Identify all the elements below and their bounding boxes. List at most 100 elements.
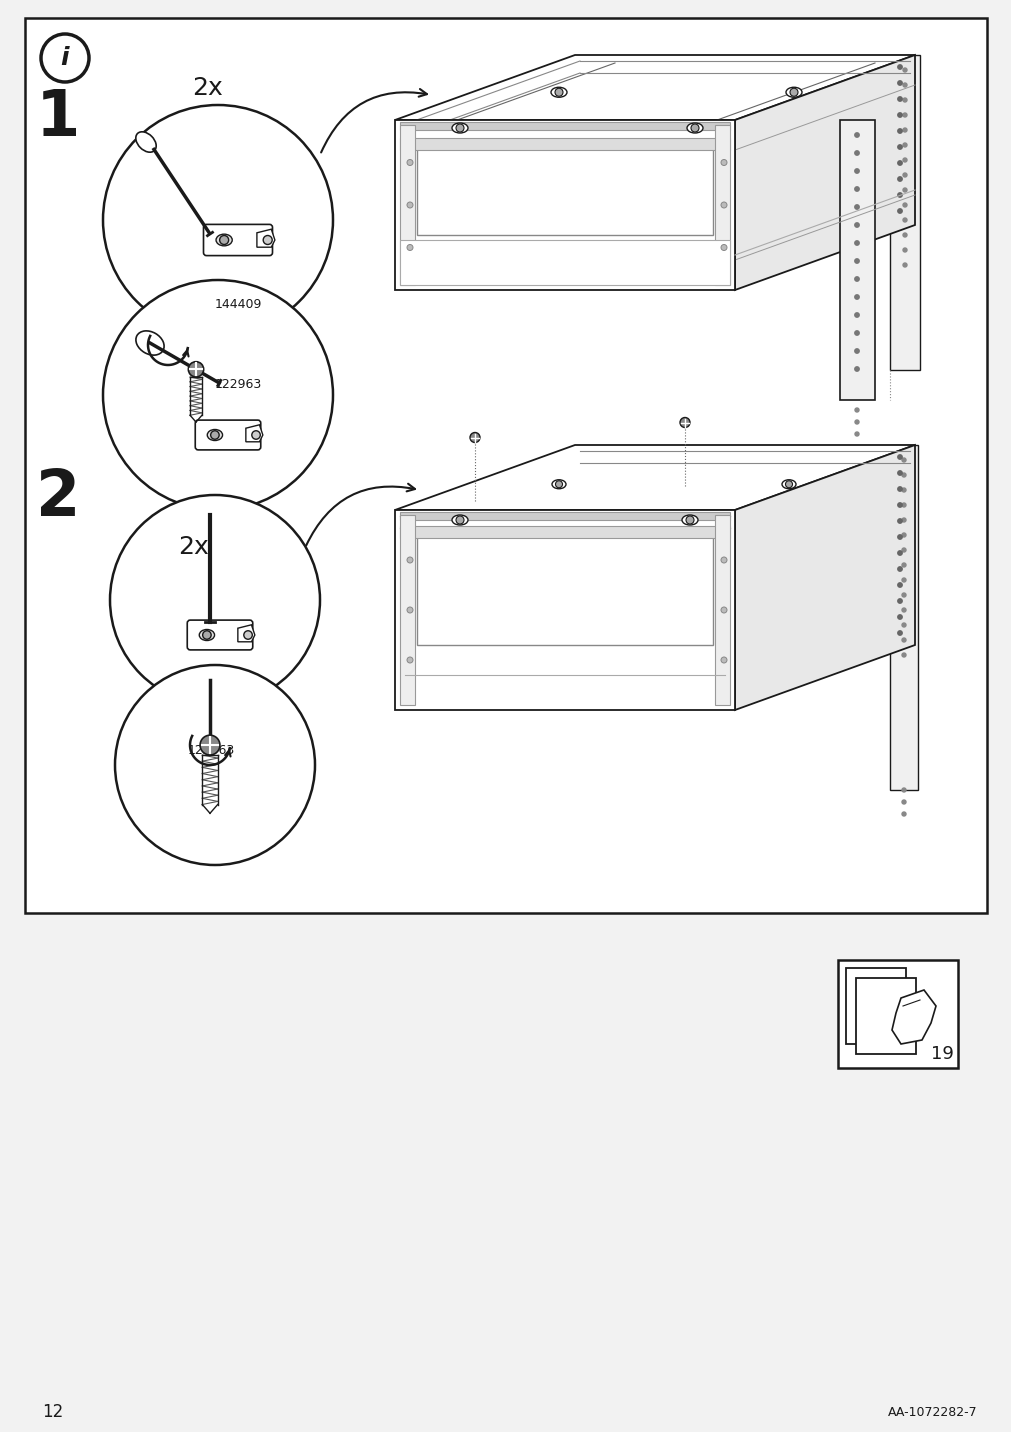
- Circle shape: [720, 557, 726, 563]
- Circle shape: [555, 481, 562, 488]
- Circle shape: [469, 432, 479, 442]
- Circle shape: [897, 567, 902, 571]
- Circle shape: [902, 203, 906, 208]
- Circle shape: [219, 235, 228, 245]
- Circle shape: [456, 125, 463, 132]
- Ellipse shape: [782, 480, 796, 488]
- Circle shape: [902, 127, 906, 132]
- Circle shape: [897, 551, 902, 556]
- Polygon shape: [394, 120, 734, 291]
- Circle shape: [901, 788, 905, 792]
- Circle shape: [691, 125, 699, 132]
- Bar: [715, 516, 729, 705]
- Ellipse shape: [786, 87, 801, 97]
- Circle shape: [854, 133, 858, 137]
- Circle shape: [902, 113, 906, 117]
- Circle shape: [901, 593, 905, 597]
- FancyArrowPatch shape: [320, 89, 427, 152]
- Circle shape: [901, 563, 905, 567]
- Circle shape: [854, 349, 858, 354]
- Circle shape: [785, 481, 792, 488]
- Polygon shape: [257, 229, 275, 248]
- Circle shape: [902, 67, 906, 72]
- Circle shape: [854, 312, 858, 318]
- FancyArrowPatch shape: [306, 484, 415, 546]
- FancyBboxPatch shape: [195, 420, 261, 450]
- Polygon shape: [394, 445, 914, 510]
- FancyBboxPatch shape: [187, 620, 253, 650]
- Bar: [399, 122, 729, 130]
- Circle shape: [554, 89, 562, 96]
- Ellipse shape: [550, 87, 566, 97]
- Circle shape: [902, 248, 906, 252]
- Circle shape: [897, 160, 902, 165]
- Circle shape: [406, 245, 412, 251]
- Ellipse shape: [681, 516, 698, 526]
- Circle shape: [902, 83, 906, 87]
- Text: i: i: [61, 46, 69, 70]
- Circle shape: [901, 639, 905, 642]
- Circle shape: [720, 657, 726, 663]
- Bar: [399, 241, 729, 285]
- Ellipse shape: [215, 235, 232, 246]
- Circle shape: [854, 205, 858, 209]
- Circle shape: [854, 241, 858, 245]
- Polygon shape: [891, 990, 935, 1044]
- Circle shape: [902, 233, 906, 238]
- Ellipse shape: [115, 664, 314, 865]
- Polygon shape: [246, 425, 263, 442]
- Text: 144409: 144409: [214, 298, 262, 312]
- Bar: [399, 125, 415, 285]
- Ellipse shape: [452, 516, 467, 526]
- Circle shape: [406, 657, 412, 663]
- Circle shape: [902, 143, 906, 147]
- Circle shape: [897, 455, 902, 460]
- Bar: [845, 968, 905, 1044]
- Bar: [399, 137, 729, 150]
- Text: 2x: 2x: [178, 536, 208, 558]
- Circle shape: [897, 503, 902, 507]
- Circle shape: [720, 607, 726, 613]
- Circle shape: [406, 159, 412, 166]
- Circle shape: [854, 331, 858, 335]
- Bar: [25, 19, 986, 914]
- Circle shape: [901, 473, 905, 477]
- Ellipse shape: [135, 132, 156, 152]
- Circle shape: [902, 97, 906, 102]
- Bar: [417, 140, 713, 235]
- Bar: [837, 959, 957, 1068]
- Circle shape: [902, 188, 906, 192]
- Polygon shape: [734, 54, 914, 291]
- Text: 2: 2: [35, 467, 80, 528]
- Circle shape: [901, 812, 905, 816]
- Circle shape: [210, 431, 219, 440]
- Circle shape: [720, 159, 726, 166]
- Polygon shape: [734, 445, 914, 710]
- Circle shape: [897, 176, 902, 182]
- Bar: [889, 445, 917, 790]
- Ellipse shape: [551, 480, 565, 488]
- Polygon shape: [394, 510, 734, 710]
- Circle shape: [854, 223, 858, 228]
- Circle shape: [902, 218, 906, 222]
- Circle shape: [902, 158, 906, 162]
- Circle shape: [854, 408, 858, 412]
- Circle shape: [901, 623, 905, 627]
- Bar: [715, 125, 729, 285]
- Circle shape: [720, 202, 726, 208]
- Circle shape: [897, 193, 902, 198]
- Circle shape: [901, 488, 905, 493]
- Circle shape: [897, 583, 902, 587]
- Polygon shape: [394, 54, 914, 120]
- Circle shape: [406, 607, 412, 613]
- Text: 122963: 122963: [214, 378, 262, 391]
- Circle shape: [263, 235, 272, 245]
- Circle shape: [897, 518, 902, 523]
- Circle shape: [200, 735, 219, 755]
- Text: 122963: 122963: [188, 743, 235, 756]
- Circle shape: [901, 653, 905, 657]
- Bar: [399, 513, 729, 520]
- Circle shape: [897, 471, 902, 475]
- Circle shape: [901, 579, 905, 581]
- Circle shape: [897, 113, 902, 117]
